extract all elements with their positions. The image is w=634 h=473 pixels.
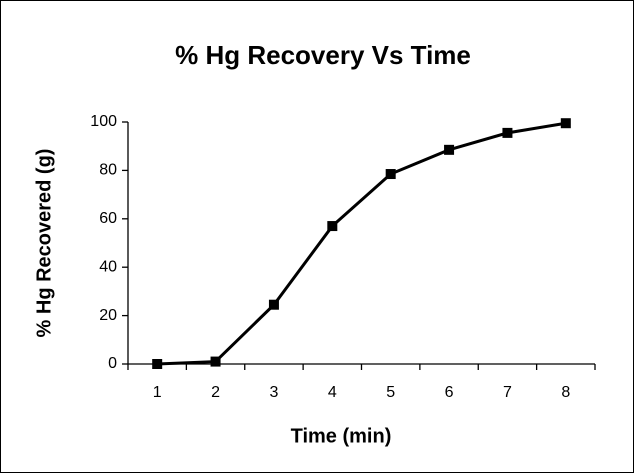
x-tick-label: 7 (503, 384, 512, 401)
marker (210, 356, 221, 367)
y-tick-label: 80 (99, 162, 117, 179)
y-tick-label: 100 (90, 113, 117, 130)
y-tick-label: 0 (108, 355, 117, 372)
marker (327, 221, 338, 232)
x-tick-label: 6 (445, 384, 454, 401)
y-axis-label: % Hg Recovered (g) (33, 149, 55, 338)
x-axis-label: Time (min) (291, 425, 392, 447)
marker (268, 299, 279, 310)
y-tick-label: 60 (99, 210, 117, 227)
x-tick-label: 1 (153, 384, 162, 401)
x-tick-label: 3 (269, 384, 278, 401)
y-tick-label: 40 (99, 258, 117, 275)
y-tick-label: 20 (99, 307, 117, 324)
chart-title: % Hg Recovery Vs Time (175, 40, 471, 70)
x-tick-label: 2 (211, 384, 220, 401)
marker (502, 127, 513, 138)
x-tick-label: 4 (328, 384, 337, 401)
line (157, 121, 567, 366)
marker (385, 169, 396, 180)
x-tick-label: 5 (386, 384, 395, 401)
marker (560, 118, 571, 129)
x-tick-label: 8 (561, 384, 570, 401)
marker (444, 144, 455, 155)
marker (152, 359, 163, 369)
